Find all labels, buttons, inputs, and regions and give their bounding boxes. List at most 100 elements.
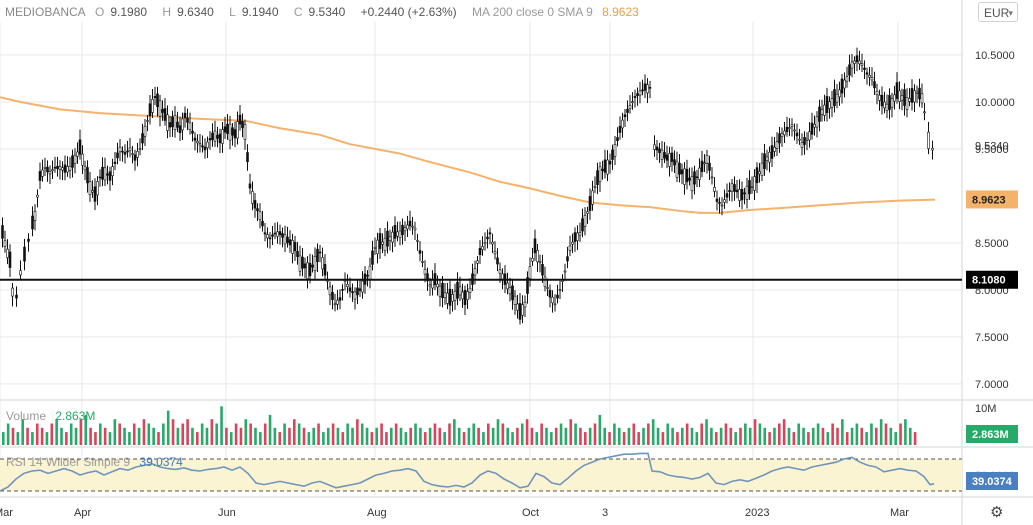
volume-bar xyxy=(821,427,825,445)
volume-bar xyxy=(11,427,15,445)
candle-body xyxy=(391,231,394,243)
candle-body xyxy=(888,95,891,110)
candle-body xyxy=(216,134,219,139)
volume-bar xyxy=(283,423,286,445)
candle-body xyxy=(333,303,337,306)
rsi-line-group xyxy=(0,452,935,492)
hline-value-tag: 8.1080 xyxy=(966,270,1018,289)
candle-body xyxy=(141,133,144,144)
candle-body xyxy=(558,289,562,291)
high-label: H xyxy=(162,5,172,19)
high-value: 9.6340 xyxy=(177,5,214,19)
candle-body xyxy=(768,151,771,163)
candle-body xyxy=(543,276,547,287)
candle-body xyxy=(451,294,454,302)
volume-bar xyxy=(137,427,141,445)
volume-bar xyxy=(336,427,340,445)
candle-body xyxy=(920,93,924,104)
candle-body xyxy=(683,168,686,185)
candle-body xyxy=(511,285,514,301)
candle-body xyxy=(223,126,227,133)
candle-body xyxy=(795,132,799,137)
candle-body xyxy=(927,131,930,149)
volume-bar xyxy=(487,423,490,445)
candle-body xyxy=(723,199,726,203)
candle-body xyxy=(131,153,134,155)
volume-bar xyxy=(617,427,621,445)
volume-bar xyxy=(157,432,160,445)
volume-legend-label: Volume xyxy=(6,409,47,423)
candle-body xyxy=(546,287,549,289)
candle-body xyxy=(138,148,142,150)
candle-body xyxy=(720,204,724,207)
candle-body xyxy=(521,304,524,316)
candle-body xyxy=(913,90,916,103)
candle-body xyxy=(903,89,906,106)
candle-body xyxy=(291,240,294,254)
candle-body xyxy=(523,301,527,308)
volume-bar xyxy=(94,432,97,445)
candle-body xyxy=(598,166,602,182)
candle-body xyxy=(773,147,776,152)
volume-bar xyxy=(700,423,703,445)
candle-body xyxy=(808,131,811,141)
candle-body xyxy=(108,171,112,181)
candle-body xyxy=(660,149,664,160)
candle-body xyxy=(476,260,479,264)
volume-bar xyxy=(132,423,136,445)
candle-body xyxy=(633,96,637,98)
currency-selector[interactable]: EUR ▾ xyxy=(978,2,1018,22)
volume-bar xyxy=(714,432,718,445)
candle-body xyxy=(378,233,382,249)
candle-body xyxy=(745,185,749,200)
candle-body xyxy=(516,303,519,311)
candle-body xyxy=(166,114,169,131)
candle-body xyxy=(27,238,30,242)
volume-bar xyxy=(234,423,238,445)
volume-bar xyxy=(312,427,315,445)
candle-body xyxy=(148,103,152,117)
candle-body xyxy=(301,256,304,269)
volume-bar xyxy=(273,427,277,445)
candle-body xyxy=(258,211,262,220)
volume-bar xyxy=(520,423,524,445)
volume-bar xyxy=(816,423,820,445)
volume-bar xyxy=(467,427,471,445)
candle-body xyxy=(188,122,192,130)
candle-body xyxy=(98,176,102,179)
volume-bar xyxy=(516,427,519,445)
volume-bar xyxy=(152,427,155,445)
candle-body xyxy=(401,224,404,236)
candle-body xyxy=(873,81,876,89)
low-label: L xyxy=(229,5,236,19)
volume-bar xyxy=(128,432,131,445)
candle-body xyxy=(338,297,342,301)
candle-body xyxy=(428,284,432,287)
candle-body xyxy=(750,186,754,188)
volume-bar xyxy=(724,423,728,445)
volume-bar xyxy=(690,427,694,445)
volume-bar xyxy=(593,423,597,445)
close-label: C xyxy=(293,5,303,19)
candle-body xyxy=(261,220,264,227)
candles-group xyxy=(1,47,934,325)
candle-body xyxy=(496,257,499,265)
candle-body xyxy=(73,154,77,164)
candle-body xyxy=(915,91,919,94)
volume-bar xyxy=(535,432,539,445)
volume-bar xyxy=(293,419,296,445)
candle-body xyxy=(738,189,741,201)
settings-gear-icon[interactable]: ⚙ xyxy=(990,504,1004,521)
candle-body xyxy=(11,287,14,297)
candle-body xyxy=(463,290,467,305)
volume-bar xyxy=(622,432,626,445)
candle-body xyxy=(730,183,734,192)
volume-bar xyxy=(908,427,912,445)
candle-body xyxy=(531,257,534,262)
candle-body xyxy=(251,191,254,204)
volume-value-tag-text: 2.863M xyxy=(972,429,1009,441)
candle-body xyxy=(703,162,706,165)
candle-body xyxy=(890,98,894,108)
candle-body xyxy=(693,171,696,185)
